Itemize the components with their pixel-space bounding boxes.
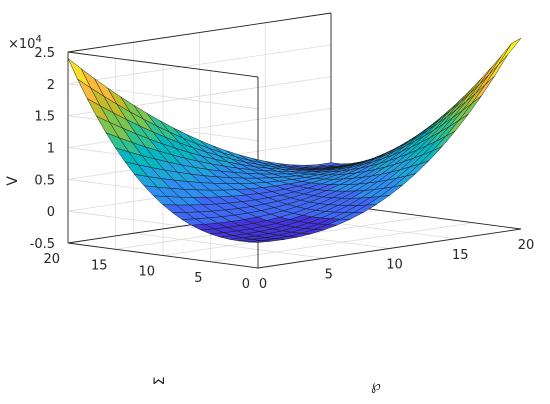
z-multiplier-exponent: 4 (35, 34, 41, 45)
surface-facet (475, 64, 499, 94)
z-tick-label: 0 (47, 205, 55, 220)
y-tick-label: 10 (138, 265, 155, 280)
y-axis-line (67, 242, 259, 269)
y-tick-label: 0 (242, 277, 250, 292)
z-tick-label: 0.5 (34, 173, 55, 188)
x-tick-label: 5 (325, 267, 333, 282)
z-multiplier: ×104 (8, 34, 42, 52)
z-axis-label: V (5, 176, 21, 186)
surface-facet (248, 240, 272, 243)
x-tick-label: 15 (452, 248, 469, 263)
x-axis-line (257, 228, 522, 269)
x-axis-label: ℘ (371, 378, 381, 394)
y-axis-label: Ʃ (152, 377, 168, 386)
surface-facet (488, 43, 512, 76)
grid-line (210, 222, 474, 263)
y-tick-label: 15 (91, 258, 108, 273)
x-tick-label: 20 (518, 238, 535, 253)
svg-text:×104: ×104 (8, 34, 42, 52)
surface-mesh (67, 37, 522, 243)
x-tick-label: 10 (386, 258, 403, 273)
x-tick-label: 0 (259, 277, 267, 292)
z-tick-label: 1 (47, 142, 55, 157)
y-tick-label: 20 (43, 252, 60, 267)
y-tick-label: 5 (194, 271, 202, 286)
surface-facet (484, 54, 509, 86)
z-tick-label: 2.5 (34, 46, 55, 61)
left-top-edge (67, 51, 259, 78)
grid-line (67, 44, 332, 85)
z-multiplier-base: ×10 (8, 37, 35, 52)
z-tick-label: 1.5 (34, 110, 55, 125)
z-tick-label: -0.5 (30, 237, 55, 252)
back-top-edge (67, 12, 332, 53)
z-tick-label: 2 (47, 78, 55, 93)
